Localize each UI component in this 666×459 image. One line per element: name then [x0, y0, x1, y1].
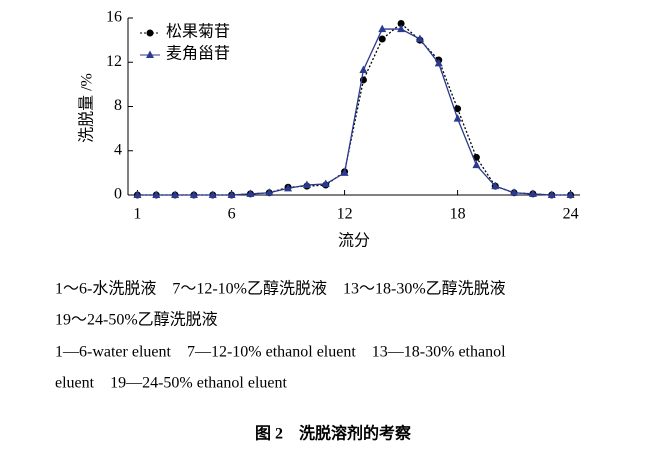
- note: 1—6-water eluent 7—12-10% ethanol eluent…: [55, 344, 506, 361]
- data-point: [378, 35, 386, 43]
- data-point: [547, 190, 556, 198]
- data-point: [454, 105, 462, 113]
- y-tick-label: 16: [106, 9, 122, 26]
- data-point: [510, 188, 519, 196]
- x-tick-label: 18: [450, 206, 466, 223]
- y-tick-label: 12: [106, 53, 122, 70]
- y-axis-label: 洗脱量 /%: [78, 73, 96, 143]
- data-point: [208, 190, 217, 198]
- data-point: [378, 24, 387, 33]
- data-point: [359, 65, 368, 73]
- data-point: [566, 190, 575, 198]
- data-point: [472, 160, 481, 169]
- data-point: [528, 189, 537, 197]
- x-tick-label: 24: [563, 206, 579, 223]
- data-point: [265, 188, 274, 196]
- note: eluent 19—24-50% ethanol eluent: [55, 375, 287, 392]
- data-point: [189, 190, 198, 198]
- legend-label: 麦角甾苷: [166, 45, 230, 63]
- data-point: [227, 190, 236, 198]
- data-point: [434, 58, 443, 67]
- data-point: [453, 114, 462, 122]
- x-tick-label: 12: [337, 206, 353, 223]
- data-point: [133, 190, 142, 198]
- y-tick-label: 0: [114, 186, 122, 203]
- data-point: [246, 189, 255, 197]
- data-point: [152, 190, 161, 198]
- data-point: [491, 181, 500, 190]
- data-point: [302, 180, 311, 189]
- data-point: [321, 179, 330, 187]
- note: 19～24-50%乙醇洗脱液: [55, 311, 218, 329]
- y-tick-label: 8: [114, 97, 122, 114]
- series-line: [137, 28, 571, 196]
- data-point: [397, 20, 405, 28]
- data-point: [415, 34, 424, 43]
- x-tick-label: 6: [228, 206, 236, 223]
- caption: 图 2 洗脱溶剂的考察: [255, 424, 412, 443]
- data-point: [397, 24, 406, 33]
- legend-marker: [146, 50, 154, 58]
- x-tick-label: 1: [133, 206, 141, 223]
- note: 1～6-水洗脱液 7～12-10%乙醇洗脱液 13～18-30%乙醇洗脱液: [55, 280, 506, 298]
- data-point: [284, 183, 293, 192]
- data-point: [171, 190, 180, 198]
- legend-label: 松果菊苷: [166, 23, 230, 41]
- x-axis-label: 流分: [338, 232, 370, 250]
- y-tick-label: 4: [114, 141, 122, 158]
- data-point: [340, 168, 349, 176]
- legend-marker: [146, 29, 154, 37]
